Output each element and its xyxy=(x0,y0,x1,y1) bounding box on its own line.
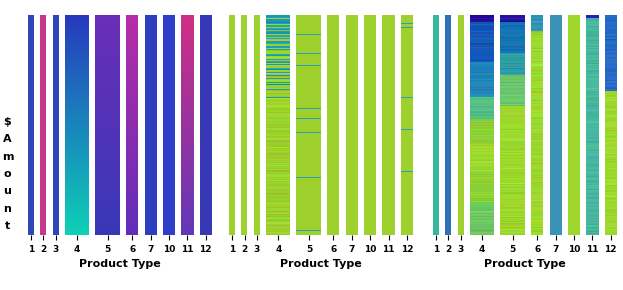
X-axis label: Product Type: Product Type xyxy=(280,259,362,269)
Text: A: A xyxy=(3,134,12,144)
Text: t: t xyxy=(5,221,10,231)
Text: n: n xyxy=(4,204,11,214)
Text: m: m xyxy=(2,152,13,162)
X-axis label: Product Type: Product Type xyxy=(484,259,566,269)
Text: o: o xyxy=(4,169,11,179)
Text: $: $ xyxy=(4,117,11,127)
Text: u: u xyxy=(4,186,11,196)
X-axis label: Product Type: Product Type xyxy=(79,259,161,269)
